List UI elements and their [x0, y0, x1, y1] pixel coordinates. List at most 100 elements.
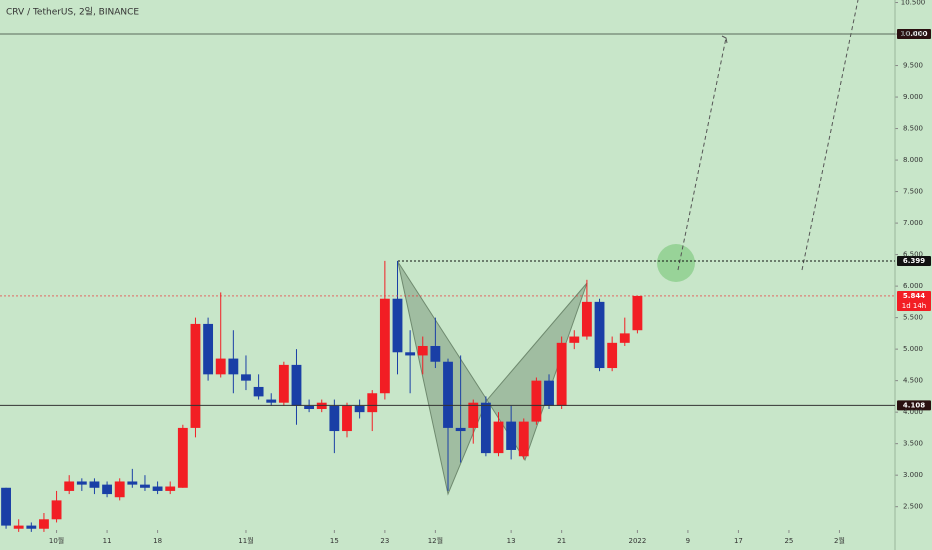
y-tick-label: 3.000 [903, 471, 923, 479]
candle-body [39, 519, 49, 529]
candle-body [304, 405, 315, 410]
candle-body [581, 301, 592, 337]
candle-body [531, 380, 542, 422]
y-tick-label: 5.000 [903, 345, 923, 353]
candle-body [165, 486, 176, 491]
x-tick-label: 12월 [428, 536, 443, 545]
candle-body [278, 364, 289, 403]
x-tick-label: 11 [103, 537, 112, 545]
candle-body [468, 402, 479, 428]
candle-body [506, 421, 517, 450]
target-circle [657, 244, 695, 282]
candle-body [228, 358, 239, 375]
y-tick-label: 5.500 [903, 314, 923, 322]
candle-body [493, 421, 504, 454]
projection-arrow [677, 37, 727, 271]
y-tick-label: 9.000 [903, 93, 923, 101]
x-tick-label: 2022 [628, 537, 646, 545]
y-tick-label: 6.000 [903, 282, 923, 290]
price-box [897, 290, 931, 311]
candle-body [430, 345, 441, 362]
x-tick-label: 15 [330, 537, 339, 545]
candle-body [190, 323, 201, 428]
price-box [897, 29, 931, 40]
y-tick-label: 3.500 [903, 440, 923, 448]
x-tick-label: 10월 [49, 536, 64, 545]
y-tick-label: 10.000 [901, 30, 926, 38]
candle-body [89, 481, 100, 488]
candle-body [632, 295, 643, 331]
pattern-xab [397, 261, 488, 496]
candle-body [152, 486, 163, 491]
y-tick-label: 7.000 [903, 219, 923, 227]
y-tick-label: 4.500 [903, 377, 923, 385]
chart-title: CRV / TetherUS, 2일, BINANCE [6, 7, 139, 18]
y-tick-label: 8.000 [903, 156, 923, 164]
candle-body [177, 427, 188, 488]
candle-body [354, 405, 365, 413]
candle-body [76, 481, 87, 485]
candle-body [140, 484, 150, 488]
candle-body [607, 342, 618, 369]
candle-body [64, 481, 75, 491]
candle-body [518, 421, 529, 457]
arrow-head [721, 35, 728, 44]
candle-body [13, 525, 24, 529]
price-label: 6.399 [903, 257, 925, 265]
price-label: 4.108 [903, 401, 925, 409]
candle-body [342, 405, 352, 432]
candle-body [329, 405, 340, 432]
candle-body [405, 352, 416, 356]
price-lines: 10.000 6.399 5.844 1d 14h 4.108 [0, 29, 931, 411]
candle-body [544, 380, 554, 406]
projection-line [801, 0, 859, 271]
x-tick-label: 18 [153, 537, 162, 545]
candle-body [367, 393, 378, 413]
y-tick-label: 8.500 [903, 125, 923, 133]
x-tick-label: 21 [557, 537, 566, 545]
countdown: 1d 14h [902, 302, 926, 310]
candle-body [1, 487, 11, 526]
candle-body [114, 481, 125, 498]
candle-body [102, 484, 113, 495]
candle-body [594, 301, 605, 369]
candle-body [480, 402, 491, 454]
grid [56, 0, 898, 550]
candle-body [203, 323, 214, 375]
candle-body [392, 298, 403, 353]
candle-body [455, 427, 466, 432]
x-tick-label: 17 [734, 537, 743, 545]
y-tick-label: 4.000 [903, 408, 923, 416]
x-tick-label: 25 [784, 537, 793, 545]
x-tick-label: 13 [507, 537, 516, 545]
candle-body [26, 525, 37, 529]
x-tick-label: 11월 [238, 536, 253, 545]
y-tick-label: 9.500 [903, 62, 923, 70]
candle-body [569, 336, 580, 343]
candle-body [51, 500, 62, 520]
y-tick-label: 2.500 [903, 503, 923, 511]
price-box [897, 400, 931, 411]
pattern-bcd [486, 282, 588, 462]
candle-body [556, 342, 567, 406]
price-label: 10.000 [900, 30, 927, 38]
y-tick-label: 10.500 [901, 0, 926, 7]
x-tick-label: 2월 [834, 536, 845, 545]
candle-body [379, 298, 390, 394]
price-box [897, 255, 931, 266]
candle-body [619, 333, 630, 343]
candle-body [417, 345, 428, 356]
candle-body [291, 364, 302, 406]
candle-body [127, 481, 138, 485]
price-label: 5.844 [903, 292, 925, 300]
candle-body [266, 399, 277, 403]
candles [1, 260, 643, 532]
candle-body [215, 358, 226, 375]
candle-body [443, 361, 453, 428]
x-tick-label: 9 [686, 537, 690, 545]
y-tick-label: 6.500 [903, 251, 923, 259]
y-tick-label: 7.500 [903, 188, 923, 196]
x-tick-label: 23 [380, 537, 389, 545]
